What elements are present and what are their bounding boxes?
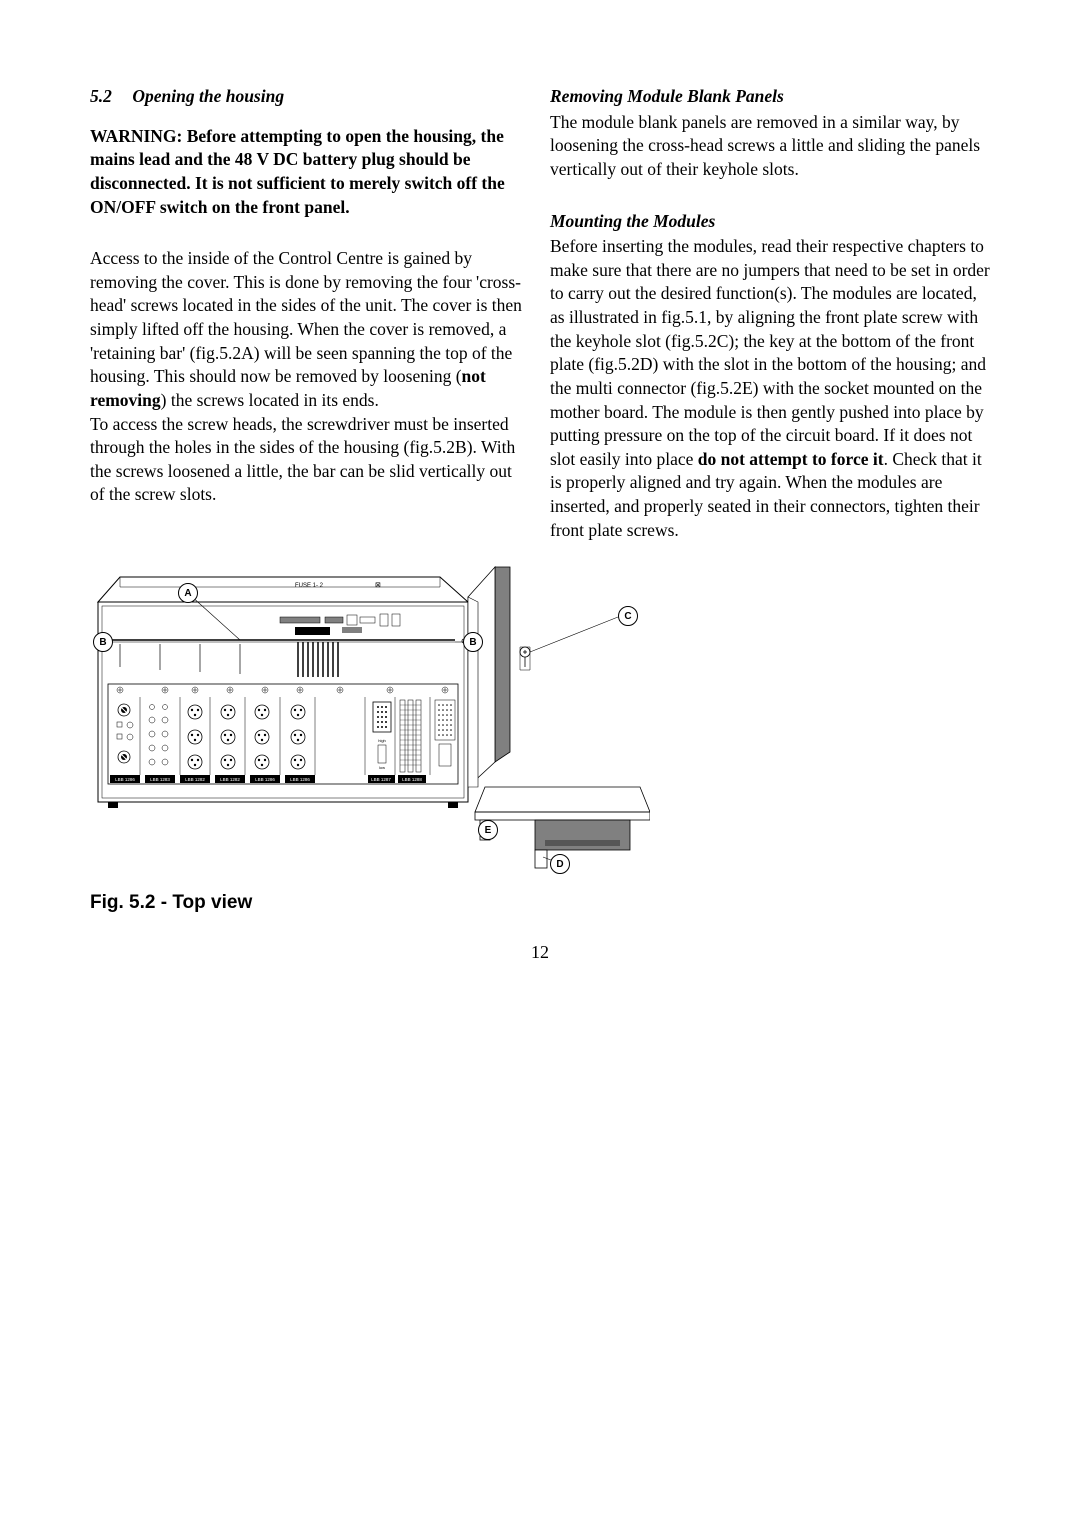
right-column: Removing Module Blank Panels The module … <box>550 85 990 542</box>
svg-text:high: high <box>378 738 386 743</box>
figure-caption: Fig. 5.2 - Top view <box>90 892 990 914</box>
top-view-diagram: FUSE 1- 2 ⊠ <box>90 562 650 882</box>
svg-text:LBB 1282: LBB 1282 <box>220 777 240 782</box>
section-heading: 5.2 Opening the housing <box>90 85 530 109</box>
bold-do-not-force: do not attempt to force it <box>698 449 884 469</box>
svg-text:LBB 1283: LBB 1283 <box>150 777 170 782</box>
figure-5-2: FUSE 1- 2 ⊠ <box>90 562 650 882</box>
svg-text:low: low <box>379 765 385 770</box>
page-number: 12 <box>531 942 549 963</box>
svg-text:LBB 1286: LBB 1286 <box>290 777 310 782</box>
right-para-1: The module blank panels are removed in a… <box>550 111 990 182</box>
left-para-2: To access the screw heads, the screwdriv… <box>90 413 530 508</box>
subheading-removing: Removing Module Blank Panels <box>550 85 990 109</box>
svg-text:⊠: ⊠ <box>375 582 381 589</box>
svg-text:LBB 1287: LBB 1287 <box>371 777 391 782</box>
subheading-mounting: Mounting the Modules <box>550 210 990 234</box>
svg-text:LBB 1282: LBB 1282 <box>185 777 205 782</box>
svg-text:LBB 1286: LBB 1286 <box>115 777 135 782</box>
svg-text:LBB 1286: LBB 1286 <box>255 777 275 782</box>
content-columns: 5.2 Opening the housing WARNING: Before … <box>90 85 990 542</box>
left-para-1: Access to the inside of the Control Cent… <box>90 247 530 412</box>
svg-text:LBB 1288: LBB 1288 <box>402 777 422 782</box>
section-title: Opening the housing <box>132 86 284 106</box>
right-para-2: Before inserting the modules, read their… <box>550 235 990 542</box>
warning-text: WARNING: Before attempting to open the h… <box>90 125 530 220</box>
section-number: 5.2 <box>90 85 128 109</box>
fuse-label: FUSE 1- 2 <box>295 583 324 589</box>
left-column: 5.2 Opening the housing WARNING: Before … <box>90 85 530 542</box>
